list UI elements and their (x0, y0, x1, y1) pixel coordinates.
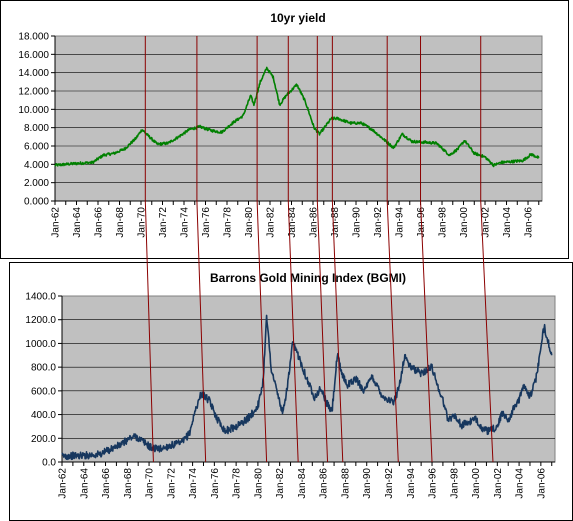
yield-y-tick-label: 8.000 (24, 123, 49, 134)
bgmi-x-tick-label: Jan-02 (493, 468, 504, 499)
bgmi-y-tick-label: 200.0 (31, 434, 56, 445)
yield-x-tick-label: Jan-02 (481, 207, 492, 238)
event-line-connector (196, 200, 207, 463)
bgmi-x-tick-label: Jan-98 (449, 468, 460, 499)
yield-x-tick-label: Jan-94 (395, 207, 406, 238)
bgmi-x-tick-label: Jan-94 (406, 468, 417, 499)
event-line-connector (144, 200, 154, 463)
yield-x-tick-label: Jan-72 (158, 207, 169, 238)
yield-x-tick-label: Jan-84 (287, 207, 298, 238)
bgmi-x-tick-label: Jan-86 (319, 468, 330, 499)
event-line-connector (420, 200, 433, 463)
bgmi-x-tick-label: Jan-68 (123, 468, 134, 499)
yield-y-tick-label: 12.000 (18, 87, 49, 98)
event-line-connector (331, 200, 344, 463)
yield-x-tick-label: Jan-70 (137, 207, 148, 238)
event-line-connector (287, 200, 299, 463)
yield-x-tick-label: Jan-82 (266, 207, 277, 238)
bgmi-x-tick-label: Jan-74 (188, 468, 199, 499)
bgmi-x-tick-label: Jan-04 (515, 468, 526, 499)
bgmi-y-tick-label: 800.0 (31, 363, 56, 374)
bgmi-x-tick-label: Jan-06 (536, 468, 547, 499)
event-line-connector (316, 200, 329, 463)
yield-x-tick-label: Jan-00 (459, 207, 470, 238)
yield-x-tick-label: Jan-86 (309, 207, 320, 238)
bgmi-x-tick-label: Jan-78 (232, 468, 243, 499)
bgmi-x-tick-label: Jan-64 (79, 468, 90, 499)
bgmi-plot-area (61, 295, 556, 463)
bgmi-y-tick-label: 400.0 (31, 410, 56, 421)
bgmi-y-tick-label: 1400.0 (25, 292, 56, 303)
yield-x-tick-label: Jan-06 (524, 207, 535, 238)
yield-x-tick-label: Jan-90 (352, 207, 363, 238)
bgmi-x-tick-label: Jan-90 (362, 468, 373, 499)
event-line-connector (480, 200, 494, 463)
yield-gridlines (55, 54, 542, 183)
bgmi-y-ticks: 0.0 200.0 400.0 600.0 800.0 1000.0 1200.0 1400.… (25, 292, 63, 469)
yield-x-tick-label: Jan-64 (72, 207, 83, 238)
event-lines (144, 36, 494, 463)
bgmi-x-tick-label: Jan-66 (101, 468, 112, 499)
yield-plot-area (54, 35, 543, 202)
bgmi-gridlines (62, 319, 555, 439)
yield-y-tick-label: 10.000 (18, 105, 49, 116)
event-line-connector (256, 200, 268, 463)
yield-series-line (54, 66, 540, 168)
bgmi-x-tick-label: Jan-82 (275, 468, 286, 499)
yield-y-tick-label: 0.000 (24, 197, 49, 208)
bgmi-y-tick-label: 0.0 (42, 458, 56, 469)
yield-chart-title: 10yr yield (270, 11, 325, 25)
bgmi-y-tick-label: 600.0 (31, 386, 56, 397)
yield-y-tick-label: 2.000 (24, 178, 49, 189)
event-line-connector (386, 200, 399, 463)
yield-y-tick-label: 6.000 (24, 142, 49, 153)
bgmi-y-tick-label: 1000.0 (25, 339, 56, 350)
yield-x-tick-label: Jan-66 (94, 207, 105, 238)
bgmi-x-tick-label: Jan-62 (58, 468, 69, 499)
yield-x-tick-label: Jan-74 (180, 207, 191, 238)
yield-x-tick-label: Jan-98 (438, 207, 449, 238)
yield-y-ticks: 0.000 2.000 4.000 6.000 8.000 10.000 12.000 14.… (18, 32, 56, 208)
yield-y-tick-label: 14.000 (18, 68, 49, 79)
yield-x-tick-label: Jan-78 (223, 207, 234, 238)
bgmi-series-line (61, 314, 553, 461)
yield-x-tick-label: Jan-92 (373, 207, 384, 238)
bgmi-x-tick-label: Jan-72 (166, 468, 177, 499)
bgmi-chart-title: Barrons Gold Mining Index (BGMI) (210, 271, 406, 285)
bgmi-x-tick-label: Jan-92 (384, 468, 395, 499)
yield-y-tick-label: 16.000 (18, 50, 49, 61)
yield-y-tick-label: 4.000 (24, 160, 49, 171)
yield-y-tick-label: 18.000 (18, 32, 49, 43)
bgmi-x-tick-label: Jan-80 (253, 468, 264, 499)
yield-x-tick-label: Jan-04 (502, 207, 513, 238)
yield-x-tick-label: Jan-68 (115, 207, 126, 238)
bgmi-x-tick-label: Jan-00 (471, 468, 482, 499)
bgmi-x-tick-label: Jan-88 (340, 468, 351, 499)
bgmi-y-tick-label: 1200.0 (25, 315, 56, 326)
yield-x-tick-label: Jan-62 (51, 207, 62, 238)
bgmi-x-ticks: Jan-62 Jan-64 Jan-66 Jan-68 Jan-70 Jan-72 Jan-… (58, 461, 555, 499)
bgmi-x-tick-label: Jan-84 (297, 468, 308, 499)
yield-x-tick-label: Jan-80 (244, 207, 255, 238)
bgmi-x-tick-label: Jan-96 (428, 468, 439, 499)
yield-x-tick-label: Jan-88 (330, 207, 341, 238)
bgmi-x-tick-label: Jan-70 (145, 468, 156, 499)
yield-x-tick-label: Jan-76 (201, 207, 212, 238)
bgmi-x-tick-label: Jan-76 (210, 468, 221, 499)
